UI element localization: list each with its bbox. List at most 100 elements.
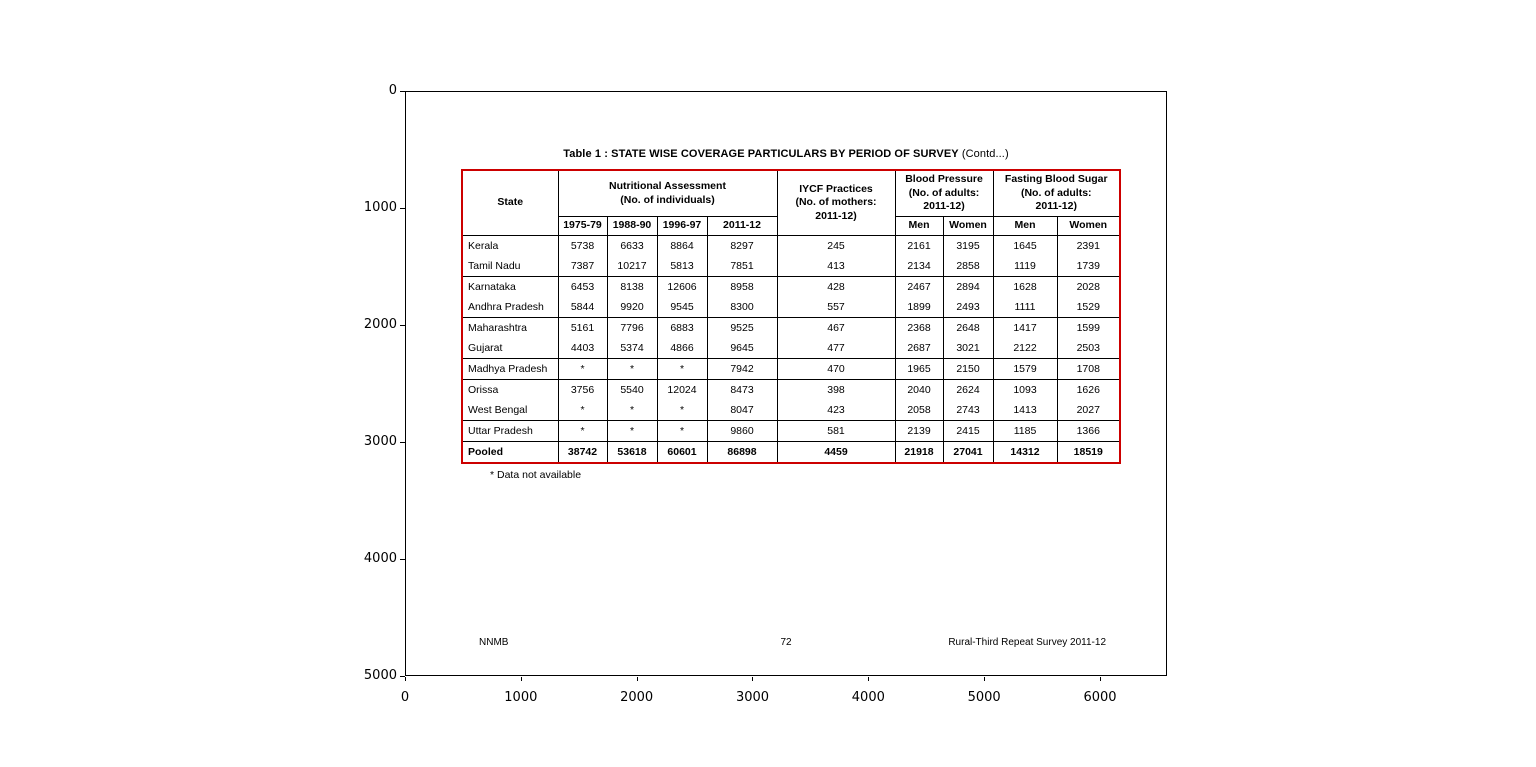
y-tick-label: 0 (388, 83, 397, 98)
value-cell: 6883 (656, 317, 708, 338)
state-cell: Andhra Pradesh (461, 297, 559, 318)
value-cell: 1739 (1056, 256, 1121, 277)
value-cell: 1599 (1056, 317, 1121, 338)
header-nutritional-assessment: Nutritional Assessment (No. of individua… (557, 170, 778, 217)
table-row: Tamil Nadu 7387 10217 5813 7851 413 2134 2858 11… (461, 256, 1121, 277)
footnote: * Data not available (490, 469, 582, 481)
value-cell: 470 (776, 358, 896, 380)
value-cell: 8864 (656, 235, 708, 256)
value-cell: 5738 (557, 235, 608, 256)
value-cell: 8138 (606, 276, 658, 297)
y-tick-label: 4000 (363, 551, 397, 566)
x-tick-mark (868, 677, 870, 681)
value-cell: 14312 (992, 441, 1058, 463)
y-tick-label: 3000 (363, 434, 397, 449)
value-cell: * (656, 400, 708, 421)
value-cell: 7942 (706, 358, 778, 380)
value-cell: 2648 (942, 317, 994, 338)
x-tick-mark (1099, 677, 1101, 681)
coverage-table: State Nutritional Assessment (No. of ind… (461, 169, 1121, 464)
state-cell: Tamil Nadu (461, 256, 559, 277)
value-cell: 5540 (606, 379, 658, 400)
table-row: Orissa 3756 5540 12024 8473 398 2040 2624 1093 16… (461, 379, 1121, 400)
y-tick-mark (400, 559, 405, 560)
footer-page-number: 72 (780, 637, 792, 648)
footer-survey-name: Rural-Third Repeat Survey 2011-12 (948, 637, 1106, 648)
value-cell: 2027 (1056, 400, 1121, 421)
value-cell: 9860 (706, 420, 778, 442)
value-cell: 1628 (992, 276, 1058, 297)
value-cell: 1119 (992, 256, 1058, 277)
value-cell: 3021 (942, 338, 994, 359)
x-tick-mark (752, 677, 754, 681)
value-cell: 4866 (656, 338, 708, 359)
y-tick-mark (400, 676, 405, 677)
y-tick-mark (400, 442, 405, 443)
x-tick-label: 5000 (967, 690, 1001, 705)
value-cell: 2391 (1056, 235, 1121, 256)
value-cell: 413 (776, 256, 896, 277)
value-cell: 2858 (942, 256, 994, 277)
table-title-suffix: (Contd...) (961, 148, 1009, 160)
value-cell: 2467 (894, 276, 944, 297)
value-cell: 398 (776, 379, 896, 400)
x-tick-label: 0 (400, 690, 410, 705)
value-cell: 5374 (606, 338, 658, 359)
subheader-cell: 1975-79 (557, 216, 608, 236)
value-cell: 581 (776, 420, 896, 442)
value-cell: 2368 (894, 317, 944, 338)
table-row: Gujarat 4403 5374 4866 9645 477 2687 3021 2122 25… (461, 338, 1121, 359)
x-tick-label: 2000 (620, 690, 654, 705)
value-cell: 8047 (706, 400, 778, 421)
value-cell: 2028 (1056, 276, 1121, 297)
value-cell: 428 (776, 276, 896, 297)
y-tick-label: 2000 (363, 317, 397, 332)
value-cell: 9645 (706, 338, 778, 359)
subheader-cell: Men (992, 216, 1058, 236)
state-cell: West Bengal (461, 400, 559, 421)
value-cell: 467 (776, 317, 896, 338)
value-cell: 2139 (894, 420, 944, 442)
table-row: Uttar Pradesh * * * 9860 581 2139 2415 1185 1366 (461, 420, 1121, 442)
table-row: Kerala 5738 6633 8864 8297 245 2161 3195 1645 239… (461, 235, 1121, 256)
subheader-cell: 1996-97 (656, 216, 708, 236)
value-cell: 10217 (606, 256, 658, 277)
y-tick-mark (400, 91, 405, 92)
value-cell: 9545 (656, 297, 708, 318)
value-cell: 1708 (1056, 358, 1121, 380)
value-cell: 1899 (894, 297, 944, 318)
value-cell: 9525 (706, 317, 778, 338)
value-cell: * (557, 420, 608, 442)
value-cell: 8297 (706, 235, 778, 256)
value-cell: 2624 (942, 379, 994, 400)
value-cell: 5813 (656, 256, 708, 277)
value-cell: 12606 (656, 276, 708, 297)
x-tick-mark (984, 677, 986, 681)
value-cell: 4459 (776, 441, 896, 463)
table-title-text: Table 1 : STATE WISE COVERAGE PARTICULAR… (563, 148, 959, 160)
subheader-cell: 1988-90 (606, 216, 658, 236)
value-cell: * (656, 358, 708, 380)
value-cell: 18519 (1056, 441, 1121, 463)
value-cell: 8300 (706, 297, 778, 318)
value-cell: 1366 (1056, 420, 1121, 442)
state-cell: Maharashtra (461, 317, 559, 338)
plot-axes: Table 1 : STATE WISE COVERAGE PARTICULAR… (405, 91, 1167, 676)
value-cell: 2161 (894, 235, 944, 256)
state-cell: Kerala (461, 235, 559, 256)
value-cell: * (606, 420, 658, 442)
value-cell: 2058 (894, 400, 944, 421)
value-cell: 3756 (557, 379, 608, 400)
y-tick-label: 5000 (363, 668, 397, 683)
subheader-cell: Women (1056, 216, 1121, 236)
value-cell: 7387 (557, 256, 608, 277)
footer-org: NNMB (479, 637, 509, 648)
x-tick-mark (520, 677, 522, 681)
y-tick-mark (400, 208, 405, 209)
value-cell: 12024 (656, 379, 708, 400)
value-cell: 6633 (606, 235, 658, 256)
value-cell: 1417 (992, 317, 1058, 338)
value-cell: 1185 (992, 420, 1058, 442)
value-cell: * (656, 420, 708, 442)
value-cell: 7796 (606, 317, 658, 338)
